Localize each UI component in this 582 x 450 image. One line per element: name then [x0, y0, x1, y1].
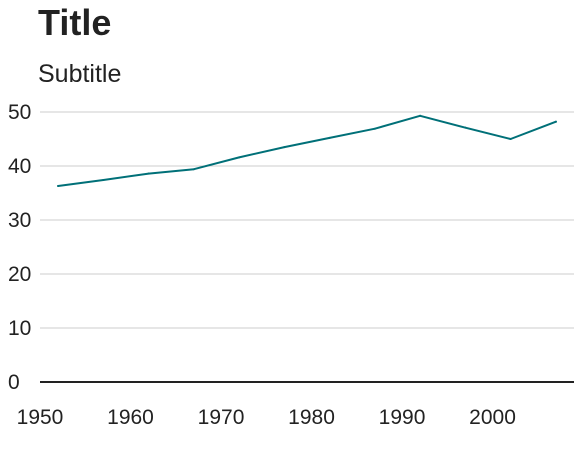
- chart-subtitle: Subtitle: [38, 60, 122, 88]
- series-line-0: [57, 114, 557, 187]
- y-tick-label: 10: [8, 317, 31, 340]
- data-point: [419, 114, 422, 117]
- y-tick-label: 40: [8, 155, 31, 178]
- data-point: [373, 127, 376, 130]
- y-tick-label: 30: [8, 209, 31, 232]
- y-tick-label: 50: [8, 101, 31, 124]
- data-point: [147, 172, 150, 175]
- x-tick-label: 1990: [379, 406, 426, 429]
- data-point: [464, 126, 467, 129]
- data-point: [283, 146, 286, 149]
- y-tick-label: 20: [8, 263, 31, 286]
- x-tick-label: 1970: [198, 406, 245, 429]
- data-point: [509, 138, 512, 140]
- x-tick-label: 1960: [107, 406, 154, 429]
- y-tick-label: 0: [8, 371, 20, 394]
- chart-title: Title: [38, 2, 112, 43]
- data-point: [57, 184, 60, 187]
- x-tick-label: 1950: [17, 406, 64, 429]
- x-tick-label: 2000: [469, 406, 516, 429]
- data-point: [328, 136, 331, 139]
- data-point: [238, 156, 241, 159]
- data-point: [192, 168, 195, 171]
- x-tick-label: 1980: [288, 406, 335, 429]
- data-point: [554, 120, 557, 123]
- data-point: [102, 179, 105, 182]
